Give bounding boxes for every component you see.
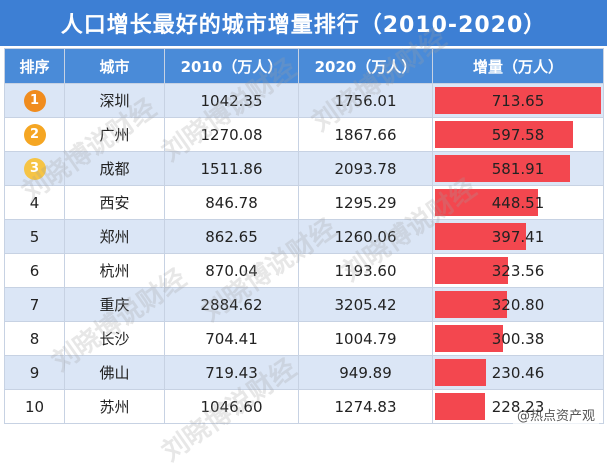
increase-label: 397.41: [491, 227, 545, 246]
rank-cell: 9: [4, 355, 65, 390]
rank-cell: 4: [4, 185, 65, 220]
pop-2020-cell: 1295.29: [298, 185, 433, 220]
pop-2010-cell: 846.78: [164, 185, 299, 220]
increase-cell: 300.38: [432, 321, 604, 356]
increase-label: 323.56: [491, 261, 545, 280]
increase-bar: [435, 155, 570, 182]
city-cell: 长沙: [64, 321, 165, 356]
pop-2010-cell: 862.65: [164, 219, 299, 254]
city-cell: 杭州: [64, 253, 165, 288]
increase-bar: [435, 393, 486, 420]
rank-cell: 8: [4, 321, 65, 356]
city-cell: 佛山: [64, 355, 165, 390]
increase-label: 448.51: [491, 193, 545, 212]
rank-cell: 5: [4, 219, 65, 254]
pop-2010-cell: 1042.35: [164, 83, 299, 118]
header-increase: 增量（万人）: [432, 48, 604, 84]
increase-cell: 323.56: [432, 253, 604, 288]
increase-cell: 320.80: [432, 287, 604, 322]
table-row: 9 佛山 719.43 949.89 230.46: [4, 355, 604, 390]
rank-cell: 7: [4, 287, 65, 322]
table-row: 4 西安 846.78 1295.29 448.51: [4, 185, 604, 220]
table-row: 2 广州 1270.08 1867.66 597.58: [4, 117, 604, 152]
rank-cell: 10: [4, 389, 65, 424]
increase-bar: [435, 291, 508, 318]
pop-2020-cell: 1004.79: [298, 321, 433, 356]
increase-cell: 448.51: [432, 185, 604, 220]
city-cell: 西安: [64, 185, 165, 220]
rank-cell: 6: [4, 253, 65, 288]
city-cell: 苏州: [64, 389, 165, 424]
pop-2020-cell: 949.89: [298, 355, 433, 390]
increase-bar: [435, 325, 503, 352]
pop-2020-cell: 1867.66: [298, 117, 433, 152]
increase-bar: [435, 257, 509, 284]
table-row: 10 苏州 1046.60 1274.83 228.23: [4, 389, 604, 424]
header-row: 排序 城市 2010（万人） 2020（万人） 增量（万人）: [4, 48, 604, 84]
city-cell: 郑州: [64, 219, 165, 254]
pop-2020-cell: 1260.06: [298, 219, 433, 254]
pop-2010-cell: 2884.62: [164, 287, 299, 322]
city-cell: 广州: [64, 117, 165, 152]
increase-label: 300.38: [491, 329, 545, 348]
header-2020: 2020（万人）: [298, 48, 433, 84]
increase-cell: 397.41: [432, 219, 604, 254]
pop-2010-cell: 1511.86: [164, 151, 299, 186]
pop-2020-cell: 3205.42: [298, 287, 433, 322]
pop-2010-cell: 870.04: [164, 253, 299, 288]
pop-2020-cell: 1756.01: [298, 83, 433, 118]
pop-2010-cell: 1270.08: [164, 117, 299, 152]
increase-bar: [435, 223, 526, 250]
increase-bar: [435, 189, 538, 216]
pop-2010-cell: 1046.60: [164, 389, 299, 424]
chart-title: 人口增长最好的城市增量排行（2010-2020）: [0, 0, 607, 46]
increase-label: 320.80: [491, 295, 545, 314]
table-row: 3 成都 1511.86 2093.78 581.91: [4, 151, 604, 186]
increase-bar: [435, 121, 574, 148]
ranking-table: 排序 城市 2010（万人） 2020（万人） 增量（万人） 1 深圳 1042.3…: [4, 48, 604, 424]
increase-label: 230.46: [491, 363, 545, 382]
increase-label: 713.65: [491, 91, 545, 110]
increase-bar: [435, 87, 601, 114]
table-row: 8 长沙 704.41 1004.79 300.38: [4, 321, 604, 356]
header-2010: 2010（万人）: [164, 48, 299, 84]
pop-2020-cell: 1193.60: [298, 253, 433, 288]
table-row: 1 深圳 1042.35 1756.01 713.65: [4, 83, 604, 118]
table-row: 7 重庆 2884.62 3205.42 320.80: [4, 287, 604, 322]
header-rank: 排序: [4, 48, 65, 84]
rank-medal-icon: 2: [23, 123, 46, 146]
increase-label: 581.91: [491, 159, 545, 178]
increase-cell: 230.46: [432, 355, 604, 390]
table-row: 5 郑州 862.65 1260.06 397.41: [4, 219, 604, 254]
city-cell: 成都: [64, 151, 165, 186]
pop-2020-cell: 2093.78: [298, 151, 433, 186]
source-label: @热点资产观: [512, 404, 599, 425]
rank-cell: 1: [4, 83, 65, 118]
pop-2020-cell: 1274.83: [298, 389, 433, 424]
increase-bar: [435, 359, 486, 386]
increase-label: 228.23: [491, 397, 545, 416]
table-body: 1 深圳 1042.35 1756.01 713.65 2 广州 1270.08 1867.66…: [4, 83, 604, 424]
city-cell: 重庆: [64, 287, 165, 322]
table-row: 6 杭州 870.04 1193.60 323.56: [4, 253, 604, 288]
rank-cell: 2: [4, 117, 65, 152]
increase-label: 597.58: [491, 125, 545, 144]
rank-medal-icon: 1: [23, 89, 46, 112]
city-cell: 深圳: [64, 83, 165, 118]
rank-cell: 3: [4, 151, 65, 186]
increase-cell: 597.58: [432, 117, 604, 152]
pop-2010-cell: 704.41: [164, 321, 299, 356]
pop-2010-cell: 719.43: [164, 355, 299, 390]
increase-cell: 713.65: [432, 83, 604, 118]
increase-cell: 581.91: [432, 151, 604, 186]
rank-medal-icon: 3: [23, 157, 46, 180]
header-city: 城市: [64, 48, 165, 84]
